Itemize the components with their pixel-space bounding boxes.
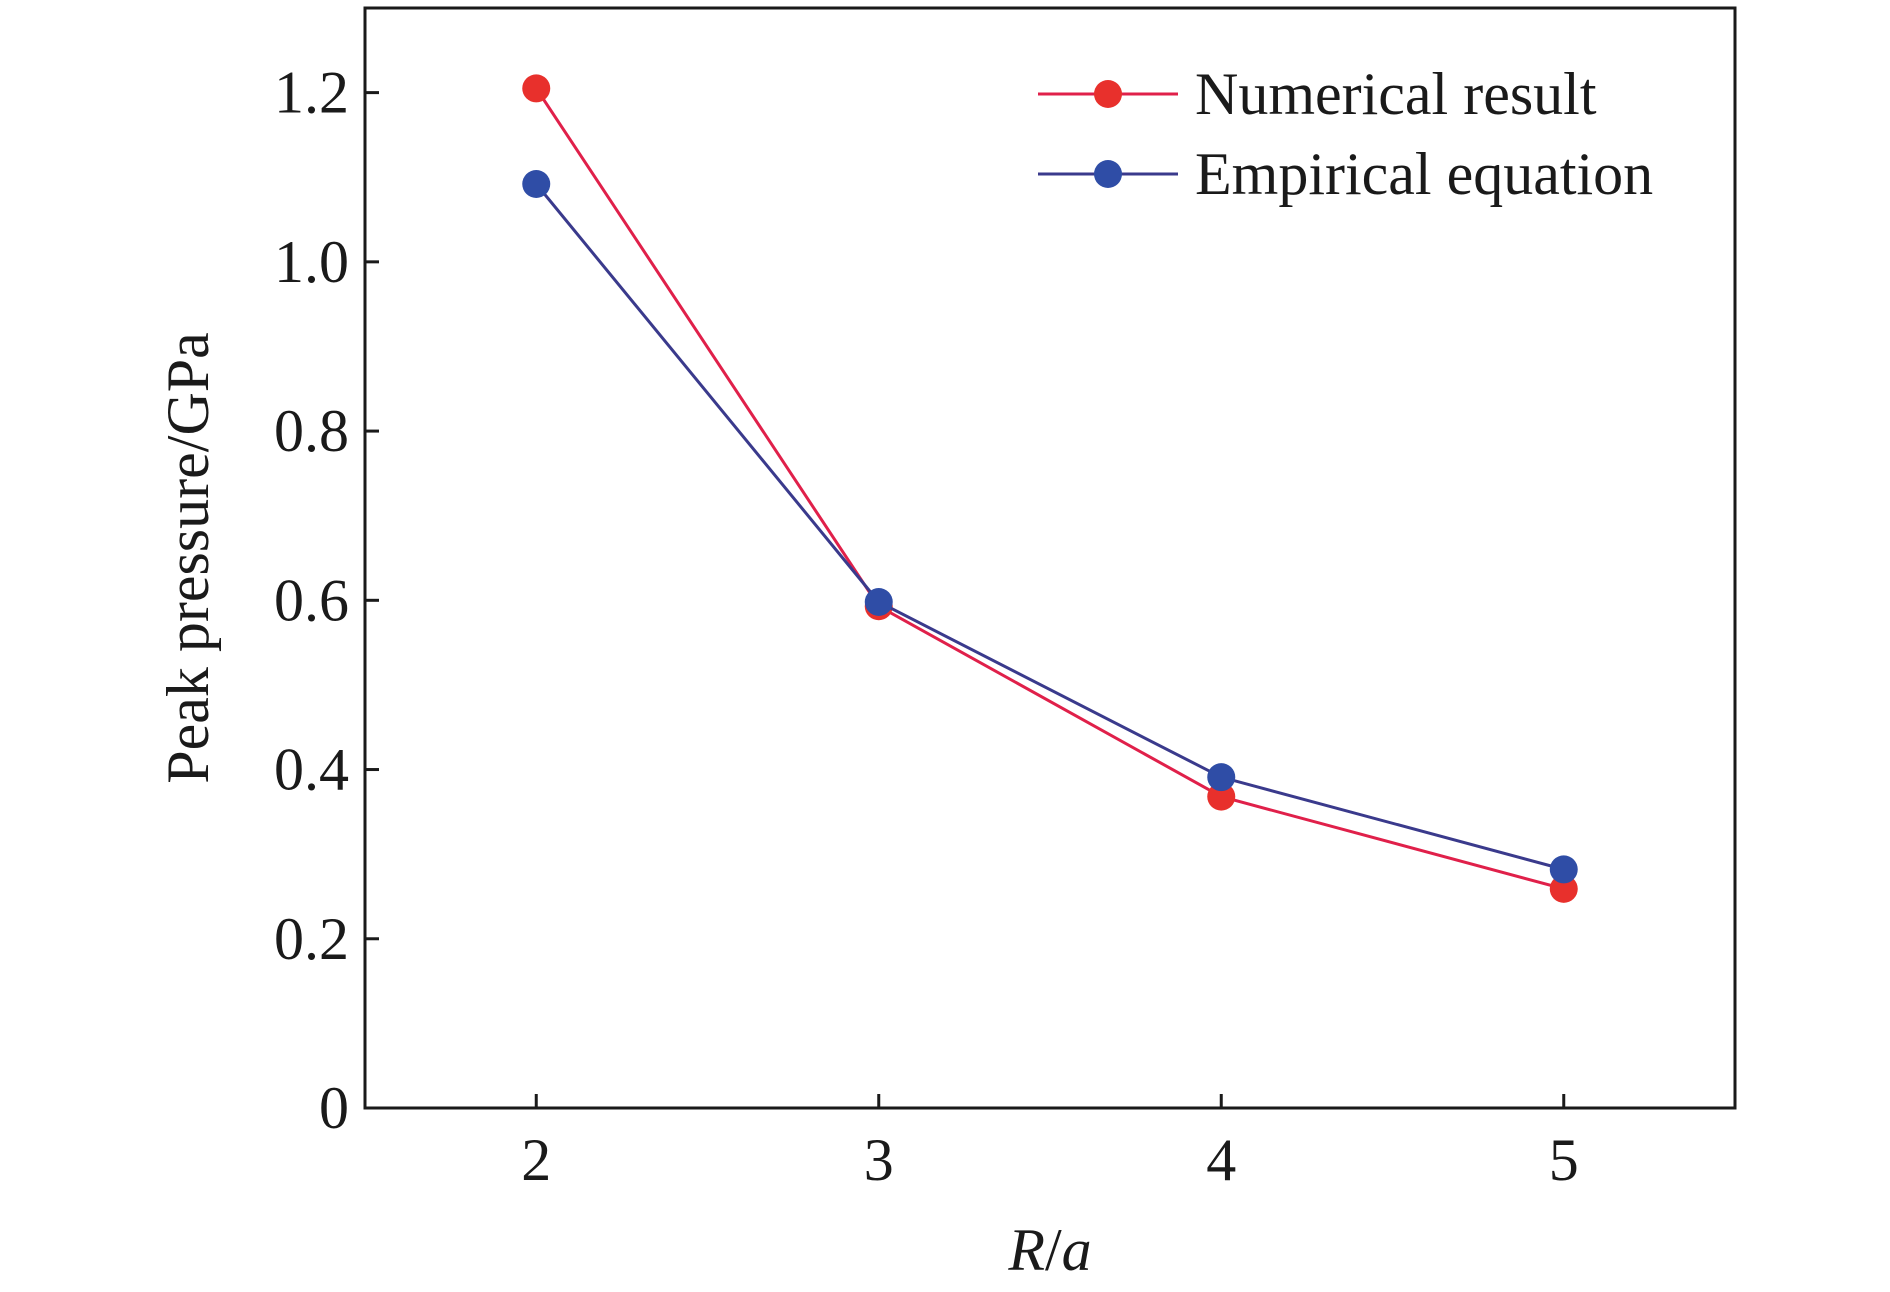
series-line-numerical-result — [534, 87, 1565, 891]
y-tick-label: 0.4 — [274, 737, 349, 803]
data-point-numerical-result — [1207, 782, 1236, 811]
x-axis-title-separator: / — [1045, 1217, 1062, 1283]
series-line-empirical-equation — [535, 183, 1565, 871]
x-tick-label: 5 — [1549, 1127, 1579, 1193]
x-tick-label: 4 — [1206, 1127, 1236, 1193]
plot-frame — [363, 6, 1737, 1110]
data-point-empirical-equation — [522, 170, 551, 198]
legend-swatch-marker — [1094, 80, 1122, 108]
legend-item-empirical-equation: Empirical equation — [1038, 141, 1653, 207]
y-tick-label: 1.0 — [274, 229, 349, 295]
data-point-empirical-equation — [1549, 855, 1578, 884]
data-point-empirical-equation — [864, 588, 893, 616]
y-tick-label: 1.2 — [274, 60, 349, 126]
x-axis-title: R/a — [1007, 1217, 1091, 1283]
x-tick-label: 2 — [521, 1127, 551, 1193]
legend-item-numerical-result: Numerical result — [1038, 61, 1597, 127]
y-tick-label: 0 — [319, 1075, 349, 1141]
x-axis-title-var1: R — [1007, 1217, 1045, 1283]
legend-swatch-marker — [1094, 160, 1122, 188]
x-tick-label: 3 — [864, 1127, 894, 1193]
legend: Numerical result Empirical equation — [1038, 61, 1653, 207]
legend-label: Empirical equation — [1195, 141, 1653, 207]
x-axis: 2 3 4 5 — [521, 1094, 1579, 1193]
legend-label: Numerical result — [1195, 61, 1597, 127]
x-axis-title-var2: a — [1062, 1217, 1092, 1283]
series-empirical-equation — [522, 170, 1578, 884]
y-tick-label: 0.2 — [274, 906, 349, 972]
series-layer — [522, 74, 1578, 903]
data-point-numerical-result — [1549, 874, 1578, 903]
y-tick-label: 0.8 — [274, 398, 349, 464]
data-point-numerical-result — [522, 74, 551, 103]
y-axis: 0 0.2 0.4 0.6 0.8 1.0 1.2 — [274, 60, 379, 1141]
y-tick-label: 0.6 — [274, 567, 349, 633]
data-point-empirical-equation — [1207, 763, 1236, 792]
series-numerical-result — [522, 74, 1578, 903]
y-axis-title: Peak pressure/GPa — [155, 332, 221, 784]
